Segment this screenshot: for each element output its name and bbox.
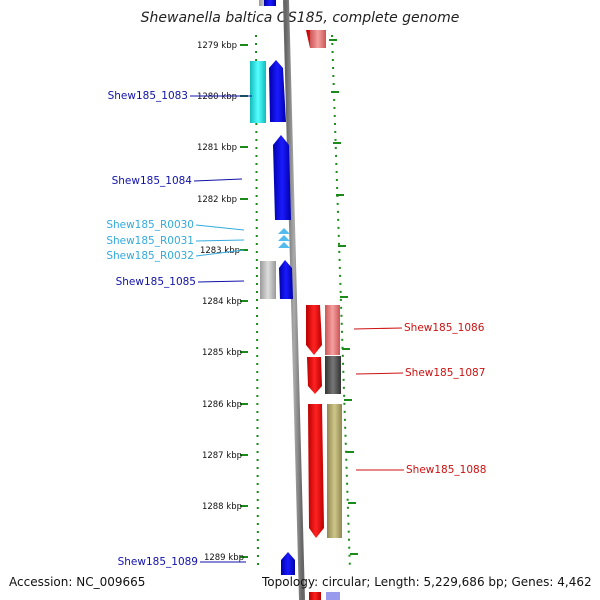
gene-1084[interactable] <box>273 135 291 220</box>
gene-grey[interactable] <box>260 261 276 299</box>
left-ticks <box>240 44 248 558</box>
kbp-label: 1281 kbp <box>197 143 237 153</box>
leader-lines <box>190 95 404 563</box>
gene-1088[interactable] <box>308 404 324 538</box>
gene-1087-dark[interactable] <box>325 356 341 394</box>
kbp-label: 1288 kbp <box>202 502 242 512</box>
gene-pink-partial[interactable] <box>310 30 326 48</box>
gene-label-1087[interactable]: Shew185_1087 <box>405 367 485 379</box>
accession-text: Accession: NC_009665 <box>9 575 146 589</box>
gene-labels: Shew185_1083 Shew185_1084 Shew185_R0030 … <box>106 90 486 568</box>
trna-r0031 <box>278 235 290 241</box>
kbp-label: 1286 kbp <box>202 400 242 410</box>
kbp-label: 1279 kbp <box>197 41 237 51</box>
map-title: Shewanella baltica OS185, complete genom… <box>140 10 460 26</box>
gene-label-1088[interactable]: Shew185_1088 <box>406 464 486 476</box>
gene-label-r0031[interactable]: Shew185_R0031 <box>106 235 194 247</box>
gene-blue-partial[interactable] <box>264 0 276 6</box>
gene-1083[interactable] <box>269 60 286 122</box>
gene-1086[interactable] <box>306 305 322 355</box>
kbp-label: 1285 kbp <box>202 348 242 358</box>
kbp-label: 1282 kbp <box>197 195 237 205</box>
gene-label-1086[interactable]: Shew185_1086 <box>404 322 485 334</box>
right-scale-ring <box>331 34 351 571</box>
left-scale-ring <box>255 34 259 571</box>
gene-1085[interactable] <box>279 260 293 299</box>
gene-label-r0032[interactable]: Shew185_R0032 <box>106 250 194 262</box>
kbp-labels: 1279 kbp 1280 kbp 1281 kbp 1282 kbp 1283… <box>197 41 244 563</box>
gene-lilac-bottom[interactable] <box>326 592 340 600</box>
kbp-label: 1287 kbp <box>202 451 242 461</box>
kbp-label: 1284 kbp <box>202 297 242 307</box>
gene-label-1083[interactable]: Shew185_1083 <box>108 90 188 102</box>
trna-r0032 <box>278 242 290 248</box>
gene-1086-pink[interactable] <box>325 305 340 355</box>
kbp-label: 1280 kbp <box>197 92 237 102</box>
trna-markers[interactable] <box>278 228 290 248</box>
genome-summary-text: Topology: circular; Length: 5,229,686 bp… <box>262 575 592 589</box>
gene-label-1089[interactable]: Shew185_1089 <box>118 556 198 568</box>
genome-backbone <box>283 0 305 600</box>
gene-cyan[interactable] <box>250 61 266 123</box>
gene-1088-khaki[interactable] <box>327 404 342 538</box>
right-ticks <box>329 39 358 555</box>
gene-label-r0030[interactable]: Shew185_R0030 <box>106 219 194 231</box>
gene-red-bottom[interactable] <box>309 592 321 600</box>
kbp-label: 1289 kbp <box>204 553 244 563</box>
kbp-label: 1283 kbp <box>200 246 240 256</box>
gene-1089[interactable] <box>281 552 295 575</box>
trna-r0030 <box>278 228 290 234</box>
gene-label-1085[interactable]: Shew185_1085 <box>116 276 196 288</box>
gene-1087[interactable] <box>307 357 322 394</box>
gene-label-1084[interactable]: Shew185_1084 <box>112 175 193 187</box>
